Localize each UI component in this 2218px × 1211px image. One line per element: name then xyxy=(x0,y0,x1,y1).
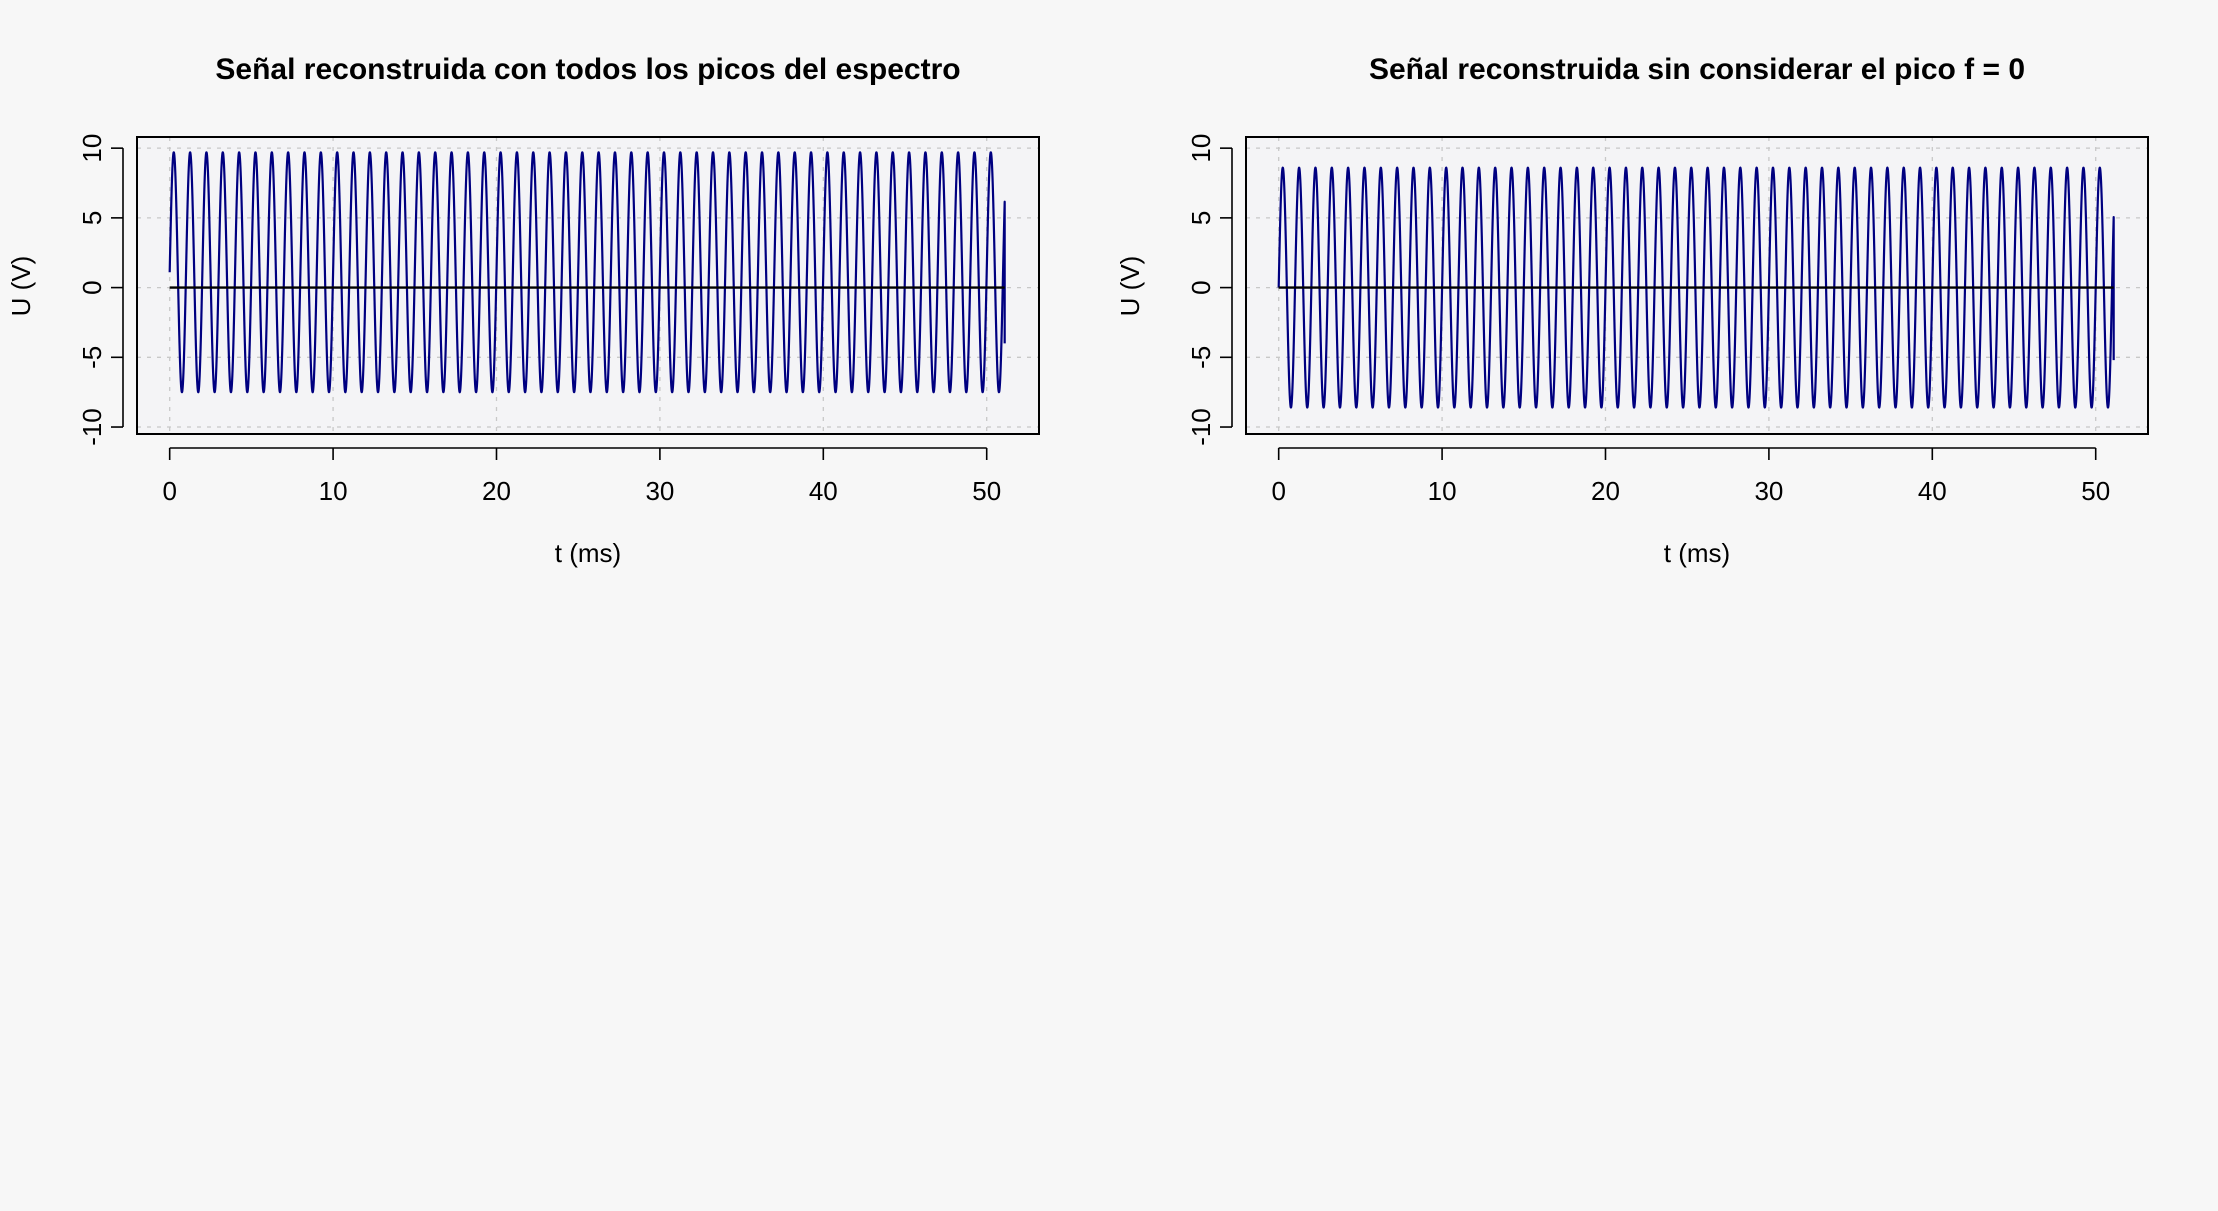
x-tick-label: 20 xyxy=(482,476,511,506)
x-tick-label: 40 xyxy=(1918,476,1947,506)
x-tick-label: 50 xyxy=(972,476,1001,506)
x-axis-label: t (ms) xyxy=(1664,538,1730,568)
x-axis-label: t (ms) xyxy=(555,538,621,568)
y-tick-label: 0 xyxy=(77,280,107,294)
x-tick-label: 40 xyxy=(809,476,838,506)
chart-title: Señal reconstruida con todos los picos d… xyxy=(215,53,960,86)
y-tick-label: 10 xyxy=(1186,134,1216,163)
y-tick-label: -10 xyxy=(77,408,107,446)
y-axis-label: U (V) xyxy=(1115,256,1145,317)
x-tick-label: 10 xyxy=(319,476,348,506)
chart-panel-right: Señal reconstruida sin considerar el pic… xyxy=(1115,53,2149,568)
x-tick-label: 20 xyxy=(1591,476,1620,506)
plot-area: 0 10 20 30 40 50 -10 -5 0 5 10 xyxy=(77,134,1040,506)
plot-frame xyxy=(136,136,1040,435)
y-tick-label: -5 xyxy=(77,346,107,369)
x-tick-label: 0 xyxy=(1271,476,1285,506)
y-tick-label: 5 xyxy=(1186,211,1216,225)
y-tick-label: -10 xyxy=(1186,408,1216,446)
signal-series-line xyxy=(1277,166,2115,409)
x-tick-label: 50 xyxy=(2081,476,2110,506)
y-tick-label: -5 xyxy=(1186,346,1216,369)
signal-series-line xyxy=(168,151,1006,394)
y-tick-label: 10 xyxy=(77,134,107,163)
x-tick-label: 10 xyxy=(1428,476,1457,506)
x-tick-label: 30 xyxy=(645,476,674,506)
y-tick-label: 5 xyxy=(77,211,107,225)
chart-title: Señal reconstruida sin considerar el pic… xyxy=(1369,53,2025,86)
x-tick-label: 0 xyxy=(162,476,176,506)
x-tick-label: 30 xyxy=(1754,476,1783,506)
plot-frame xyxy=(1245,136,2149,435)
y-axis-label: U (V) xyxy=(6,256,36,317)
chart-panel-left: Señal reconstruida con todos los picos d… xyxy=(6,53,1040,568)
plot-area: 0 10 20 30 40 50 -10 -5 0 5 10 xyxy=(1186,134,2149,506)
y-tick-label: 0 xyxy=(1186,280,1216,294)
